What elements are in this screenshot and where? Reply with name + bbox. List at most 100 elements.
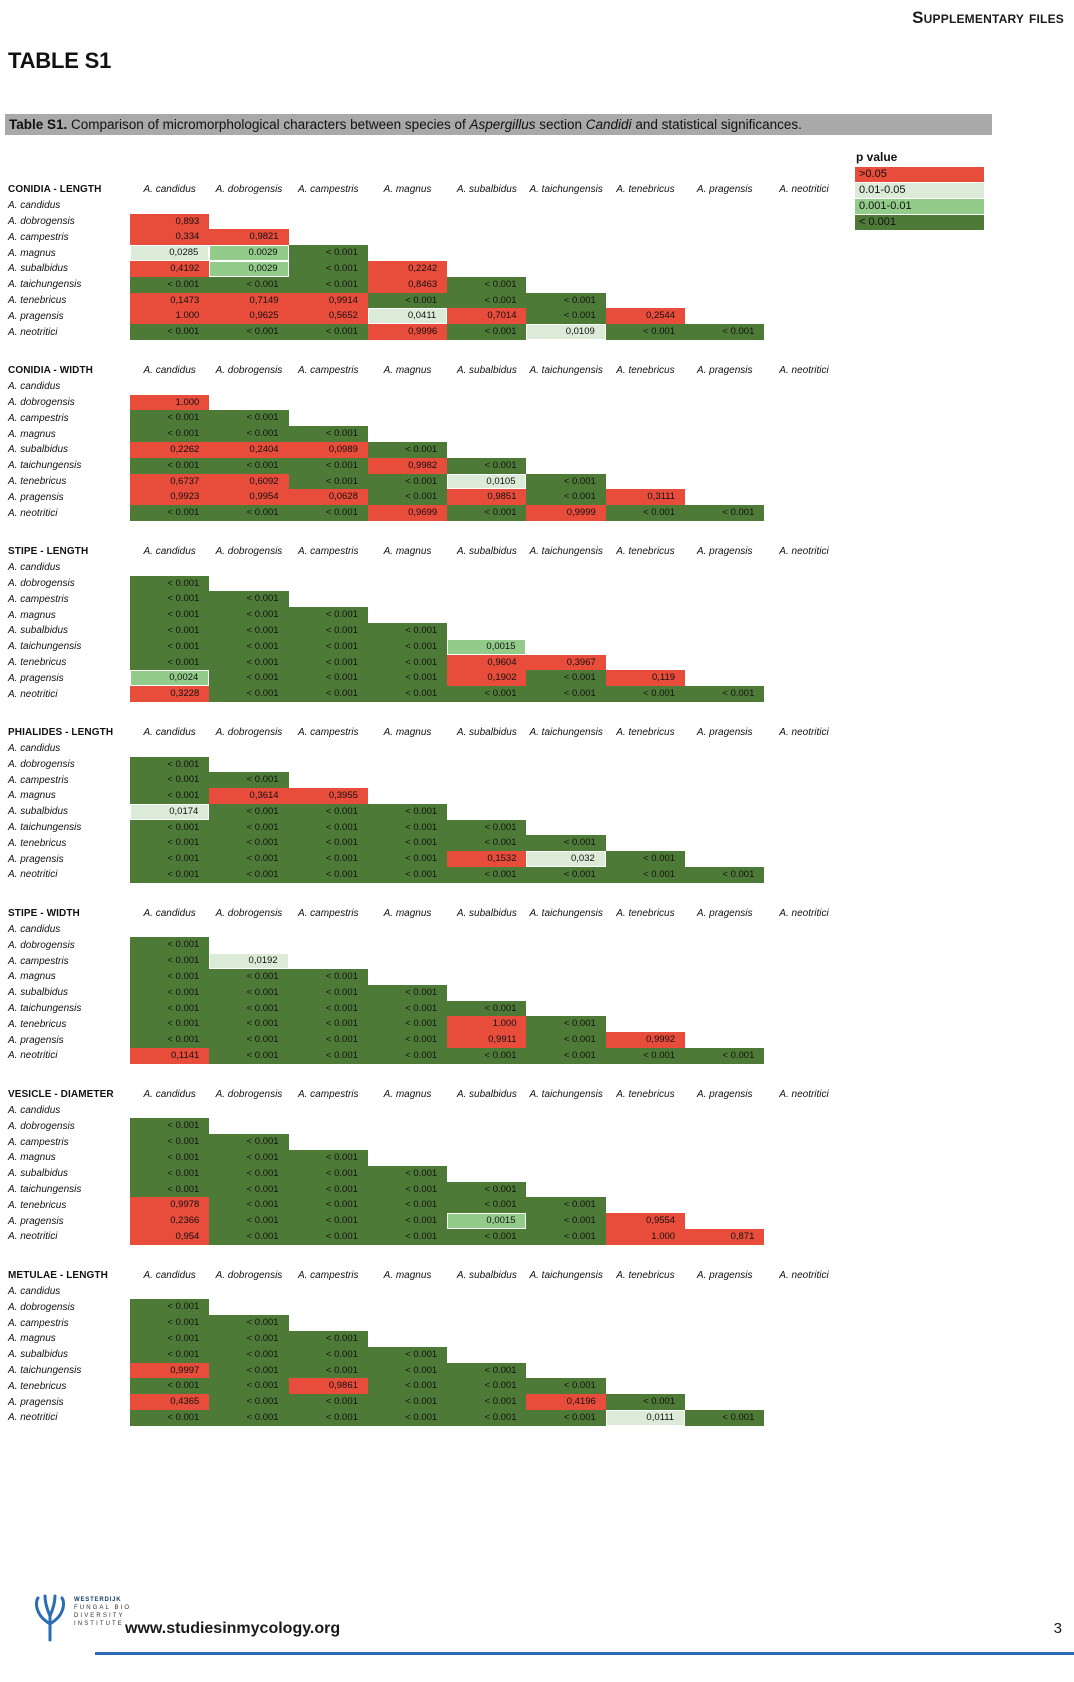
species-row-label: A. tenebricus <box>8 294 67 306</box>
p-value-cell: 0,2404 <box>209 441 289 458</box>
species-row-label: A. candidus <box>8 1105 61 1117</box>
p-value-cell: < 0.001 <box>130 622 210 639</box>
p-value-cell: 0,0411 <box>367 308 448 325</box>
p-value-cell: < 0.001 <box>367 851 448 868</box>
species-column-header: A. magnus <box>383 727 432 739</box>
species-column-header: A. candidus <box>143 1089 196 1101</box>
species-column-header: A. neotritici <box>779 727 829 739</box>
species-row-label: A. pragensis <box>8 310 64 322</box>
species-row-label: A. candidus <box>8 924 61 936</box>
p-value-cell: < 0.001 <box>288 426 368 442</box>
matrix-header-row: PHIALIDES - LENGTH A. candidus A. dobrogen… <box>8 725 844 741</box>
species-column-header: A. dobrogensis <box>215 908 283 920</box>
species-row-label: A. candidus <box>8 743 61 755</box>
p-value-cell: < 0.001 <box>367 1362 448 1379</box>
p-value-cell: < 0.001 <box>130 1409 210 1426</box>
matrix-row-a-candidus: A. candidus <box>8 1103 844 1119</box>
p-value-cell: < 0.001 <box>209 969 289 985</box>
p-value-cell: < 0.001 <box>288 622 368 639</box>
matrix-row-a-subalbidus: A. subalbidus 0,2262 0,2404 0,0989 < 0.001 <box>8 441 844 458</box>
species-row-label: A. magnus <box>8 1333 56 1345</box>
matrix-row-a-campestris: A. campestris < 0.001 < 0.001 <box>8 772 844 789</box>
caption-segment: Table S1. <box>9 117 68 132</box>
p-value-cell: 0,0628 <box>288 489 368 506</box>
p-value-cell: < 0.001 <box>130 1165 210 1182</box>
p-value-cell: < 0.001 <box>447 1362 527 1379</box>
p-value-cell: 0,9911 <box>447 1032 527 1049</box>
p-value-cell: < 0.001 <box>288 1331 368 1347</box>
p-value-cell: 0,3614 <box>209 788 289 804</box>
p-value-cell: 0,3111 <box>605 489 686 506</box>
p-value-cell: < 0.001 <box>447 1409 527 1426</box>
legend-item-mg: 0.001-0.01 <box>855 199 984 214</box>
matrix-title: STIPE - WIDTH <box>8 908 80 920</box>
p-value-cell: < 0.001 <box>288 276 368 293</box>
p-value-cell: 0,1532 <box>447 851 527 868</box>
species-column-header: A. tenebricus <box>616 184 675 196</box>
species-column-header: A. magnus <box>383 546 432 558</box>
p-value-cell: < 0.001 <box>288 1181 368 1198</box>
p-value-cell: < 0.001 <box>367 1378 448 1395</box>
p-value-cell: < 0.001 <box>209 984 289 1001</box>
p-value-cell: < 0.001 <box>447 505 527 521</box>
species-column-header: A. campestris <box>297 727 359 739</box>
species-column-header: A. taichungensis <box>529 727 603 739</box>
p-value-cell: 0,4196 <box>526 1394 606 1410</box>
p-value-cell: < 0.001 <box>130 591 210 608</box>
matrix-row-a-magnus: A. magnus < 0.001 0,3614 0,3955 <box>8 788 844 804</box>
p-value-cell: < 0.001 <box>526 670 606 687</box>
species-row-label: A. neotritici <box>8 1231 58 1243</box>
p-value-cell: < 0.001 <box>447 276 527 293</box>
matrices-container: CONIDIA - LENGTH A. candidus A. dobrogensi… <box>8 182 844 1449</box>
p-value-cell: < 0.001 <box>288 1165 368 1182</box>
p-value-cell: < 0.001 <box>367 984 448 1001</box>
species-row-label: A. tenebricus <box>8 837 67 849</box>
p-value-cell: 0,3955 <box>288 788 368 804</box>
logo-line-fungalbio: FUNGAL BIO <box>74 1605 132 1611</box>
p-value-cell: < 0.001 <box>209 1150 289 1166</box>
p-value-cell: < 0.001 <box>130 654 210 671</box>
species-row-label: A. pragensis <box>8 1215 64 1227</box>
matrix-row-a-neotritici: A. neotritici < 0.001 < 0.001 < 0.001 0,9996… <box>8 324 844 340</box>
p-value-cell: < 0.001 <box>288 851 368 868</box>
p-value-cell: < 0.001 <box>209 1315 289 1331</box>
matrix-row-a-neotritici: A. neotritici < 0.001 < 0.001 < 0.001 0,9699… <box>8 505 844 521</box>
species-row-label: A. subalbidus <box>8 987 69 999</box>
p-value-cell: < 0.001 <box>526 308 606 325</box>
p-value-cell: < 0.001 <box>526 1229 606 1245</box>
p-value-cell: < 0.001 <box>288 835 368 852</box>
p-value-cell: < 0.001 <box>447 835 527 852</box>
p-value-cell: < 0.001 <box>130 276 210 293</box>
p-value-cell: < 0.001 <box>288 1150 368 1166</box>
p-value-cell: < 0.001 <box>288 638 368 655</box>
species-row-label: A. subalbidus <box>8 444 69 456</box>
species-row-label: A. magnus <box>8 428 56 440</box>
species-row-label: A. subalbidus <box>8 1349 69 1361</box>
p-value-cell: 0,119 <box>605 670 686 687</box>
species-column-header: A. tenebricus <box>616 546 675 558</box>
p-value-cell: < 0.001 <box>526 867 606 883</box>
p-value-cell: < 0.001 <box>526 1048 606 1064</box>
p-value-cell: < 0.001 <box>130 819 210 836</box>
p-value-cell: 0,3967 <box>526 654 606 671</box>
p-value-cell: 0,6092 <box>209 473 289 490</box>
p-value-cell: < 0.001 <box>605 505 686 521</box>
p-value-cell: < 0.001 <box>367 1409 448 1426</box>
p-value-cell: 0,334 <box>130 229 210 246</box>
page-title: TABLE S1 <box>8 48 112 73</box>
species-row-label: A. taichungensis <box>8 1184 82 1196</box>
species-column-header: A. pragensis <box>696 184 753 196</box>
p-value-cell: 0,7014 <box>447 308 527 325</box>
p-value-cell: < 0.001 <box>367 1346 448 1363</box>
matrix-row-a-neotritici: A. neotritici 0,954 < 0.001 < 0.001 < 0.001 <… <box>8 1229 844 1245</box>
p-value-cell: < 0.001 <box>209 1165 289 1182</box>
p-value-cell: < 0.001 <box>209 638 289 655</box>
p-value-cell: < 0.001 <box>367 686 448 702</box>
p-value-cell: < 0.001 <box>209 1409 289 1426</box>
p-value-cell: < 0.001 <box>526 292 606 309</box>
matrix-row-a-magnus: A. magnus < 0.001 < 0.001 < 0.001 <box>8 1150 844 1166</box>
species-column-header: A. candidus <box>143 365 196 377</box>
p-value-cell: < 0.001 <box>209 803 289 820</box>
p-value-cell: 0,954 <box>130 1229 210 1245</box>
species-row-label: A. campestris <box>8 1317 69 1329</box>
